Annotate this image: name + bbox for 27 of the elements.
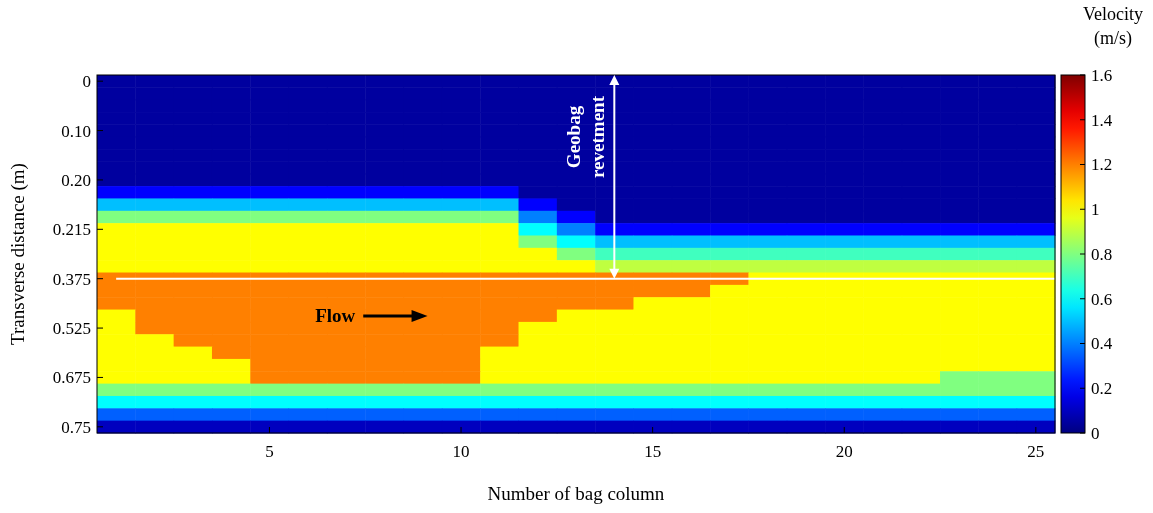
y-tick-label: 0.375 [52, 269, 91, 289]
x-tick-label: 20 [835, 442, 853, 461]
color-bar-label: 0.6 [1091, 289, 1113, 309]
y-tick-label: 0.525 [52, 319, 91, 339]
y-tick-label: 0 [82, 72, 91, 92]
color-bar-label: 1.2 [1091, 155, 1113, 175]
y-axis-title: Transverse distance (m) [7, 163, 29, 345]
x-tick-label: 25 [1027, 442, 1045, 461]
color-bar-label: 1.4 [1091, 110, 1113, 130]
color-bar-label: 1 [1091, 200, 1100, 220]
y-tick-label: 0.215 [52, 220, 91, 240]
y-tick-label: 0.10 [61, 121, 91, 141]
color-bar-label: 0.4 [1091, 334, 1113, 354]
y-tick-label: 0.75 [61, 417, 91, 437]
color-bar-label: 0.2 [1091, 379, 1113, 399]
y-tick-label: 0.675 [52, 368, 91, 388]
color-bar-label: 1.6 [1091, 65, 1113, 85]
annotation: Geobag revetment [563, 95, 609, 178]
color-bar-label: 0 [1091, 423, 1100, 443]
x-tick-label: 15 [644, 442, 662, 461]
x-tick-label: 5 [265, 442, 274, 461]
y-tick-label: 0.20 [61, 170, 91, 190]
color-bar-label: 0.8 [1091, 244, 1113, 264]
x-tick-label: 10 [452, 442, 470, 461]
color-bar-title: Velocity (m/s) [1083, 4, 1143, 49]
x-axis-title: Number of bag column [487, 483, 665, 504]
annotation: Flow [315, 304, 356, 326]
